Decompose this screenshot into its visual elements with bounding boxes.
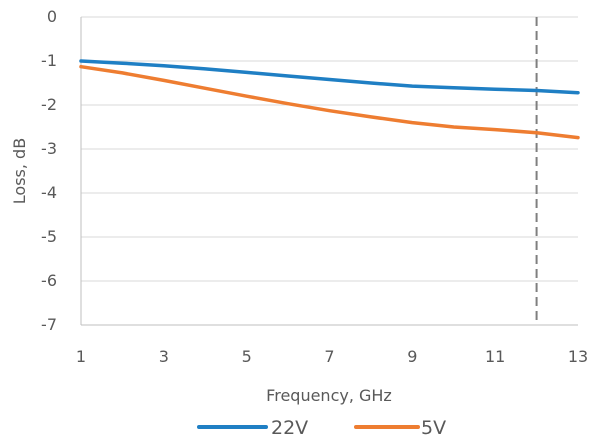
x-tick-label: 3 <box>159 347 169 366</box>
legend-label-22V: 22V <box>271 417 308 439</box>
axes <box>80 17 578 326</box>
x-tick-label: 9 <box>407 347 417 366</box>
y-tick-label: -7 <box>41 315 57 334</box>
x-tick-label: 13 <box>568 347 588 366</box>
y-tick-labels: 0 -1 -2 -3 -4 -5 -6 -7 <box>41 7 57 334</box>
gridlines <box>81 16 578 282</box>
y-tick-label: -1 <box>41 51 57 70</box>
legend: 22V 5V <box>197 417 446 439</box>
x-tick-labels: 1 3 5 7 9 11 13 <box>76 347 588 366</box>
series-layer <box>79 59 580 140</box>
y-axis-title: Loss, dB <box>10 138 29 204</box>
y-tick-label: -6 <box>41 271 57 290</box>
y-tick-label: -4 <box>41 183 57 202</box>
x-tick-label: 5 <box>242 347 252 366</box>
x-tick-label: 1 <box>76 347 86 366</box>
x-axis-title: Frequency, GHz <box>266 386 392 405</box>
x-tick-label: 11 <box>485 347 505 366</box>
x-tick-label: 7 <box>324 347 334 366</box>
y-tick-label: -3 <box>41 139 57 158</box>
legend-label-5V: 5V <box>421 417 446 439</box>
y-tick-label: -2 <box>41 95 57 114</box>
y-tick-label: -5 <box>41 227 57 246</box>
series-line-22V <box>79 59 580 95</box>
series-line-5V <box>79 64 580 140</box>
y-tick-label: 0 <box>47 7 57 26</box>
